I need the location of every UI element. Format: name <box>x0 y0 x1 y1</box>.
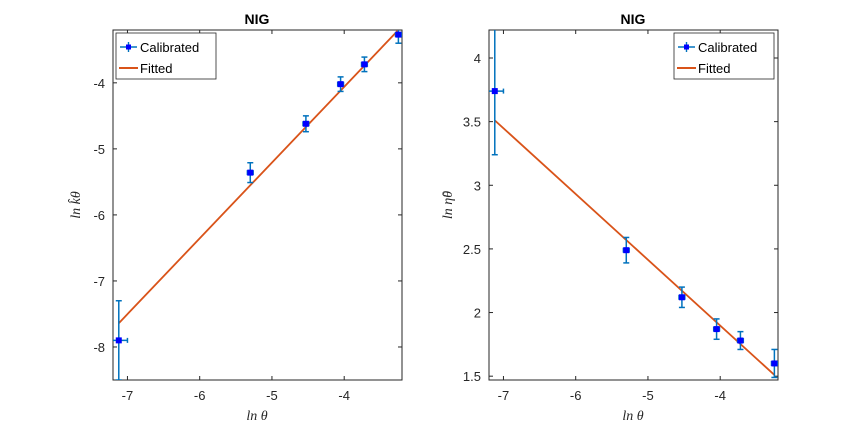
right-chart-panel: NIG ln θ ln η̂θ -7 -6 -5 -4 1.5 2 2.5 3 3.5 4 Ca… <box>441 11 779 424</box>
right-chart-title: NIG <box>621 11 646 27</box>
left-x-tick-label: -7 <box>122 388 134 403</box>
right-y-tick-label: 3 <box>474 178 481 193</box>
right-y-ticks: 1.5 2 2.5 3 3.5 4 <box>463 51 778 384</box>
left-clipped-marks <box>113 30 402 380</box>
right-calibrated-point <box>737 337 744 344</box>
left-plot-area <box>112 29 403 381</box>
right-y-axis-label: ln η̂θ <box>441 191 456 219</box>
right-legend-calibrated-label: Calibrated <box>698 40 757 55</box>
left-chart-title: NIG <box>245 11 270 27</box>
left-x-tick-label: -4 <box>338 388 350 403</box>
right-legend-fitted-label: Fitted <box>698 61 731 76</box>
right-x-axis-label: ln θ <box>622 409 643 424</box>
right-y-tick-label: 1.5 <box>463 369 481 384</box>
right-clipped-marks <box>489 30 778 379</box>
left-legend-calibrated-label: Calibrated <box>140 40 199 55</box>
left-fitted-line <box>118 30 400 324</box>
left-y-axis-label: ln k̂θ <box>67 191 84 219</box>
right-calibrated-point <box>491 88 498 95</box>
left-legend-box <box>115 32 217 80</box>
left-y-tick-label: -5 <box>93 142 105 157</box>
left-y-tick-label: -6 <box>93 208 105 223</box>
right-y-tick-label: 3.5 <box>463 115 481 130</box>
left-x-tick-label: -5 <box>266 388 278 403</box>
left-y-tick-label: -4 <box>93 76 105 91</box>
right-calibrated-point <box>678 294 685 301</box>
left-chart-panel: NIG ln θ ln k̂θ -7 -6 -5 -4 -8 -7 -6 -5 -4 Cali… <box>67 11 403 424</box>
right-calibrated-point <box>713 326 720 333</box>
left-y-ticks: -8 -7 -6 -5 -4 <box>93 76 402 355</box>
left-x-tick-label: -6 <box>194 388 206 403</box>
left-legend-fitted-label: Fitted <box>140 61 173 76</box>
left-calibrated-point <box>302 120 309 127</box>
left-calibrated-point <box>247 169 254 176</box>
left-y-tick-label: -8 <box>93 340 105 355</box>
left-x-axis-label: ln θ <box>246 409 267 424</box>
left-calibrated-point <box>115 337 122 344</box>
right-y-tick-label: 2.5 <box>463 242 481 257</box>
left-calibrated-point <box>361 61 368 68</box>
right-x-tick-label: -6 <box>570 388 582 403</box>
left-data-marks <box>113 30 402 380</box>
right-legend: Calibrated Fitted <box>673 32 775 80</box>
right-y-tick-label: 2 <box>474 306 481 321</box>
left-y-tick-label: -7 <box>93 274 105 289</box>
right-calibrated-point <box>771 360 778 367</box>
right-y-tick-label: 4 <box>474 51 481 66</box>
left-legend-calibrated-marker <box>126 44 131 50</box>
left-calibrated-point <box>337 81 344 88</box>
left-legend: Calibrated Fitted <box>115 32 217 80</box>
right-legend-box <box>673 32 775 80</box>
right-plot-area <box>488 29 779 381</box>
right-fitted-line <box>494 119 775 376</box>
left-x-ticks: -7 -6 -5 -4 <box>122 30 350 403</box>
right-legend-calibrated-marker <box>684 44 689 50</box>
right-calibrated-point <box>623 247 630 254</box>
right-x-tick-label: -5 <box>642 388 654 403</box>
right-x-tick-label: -7 <box>498 388 510 403</box>
left-calibrated-point <box>395 31 402 38</box>
right-x-tick-label: -4 <box>714 388 726 403</box>
right-data-marks <box>489 30 778 379</box>
